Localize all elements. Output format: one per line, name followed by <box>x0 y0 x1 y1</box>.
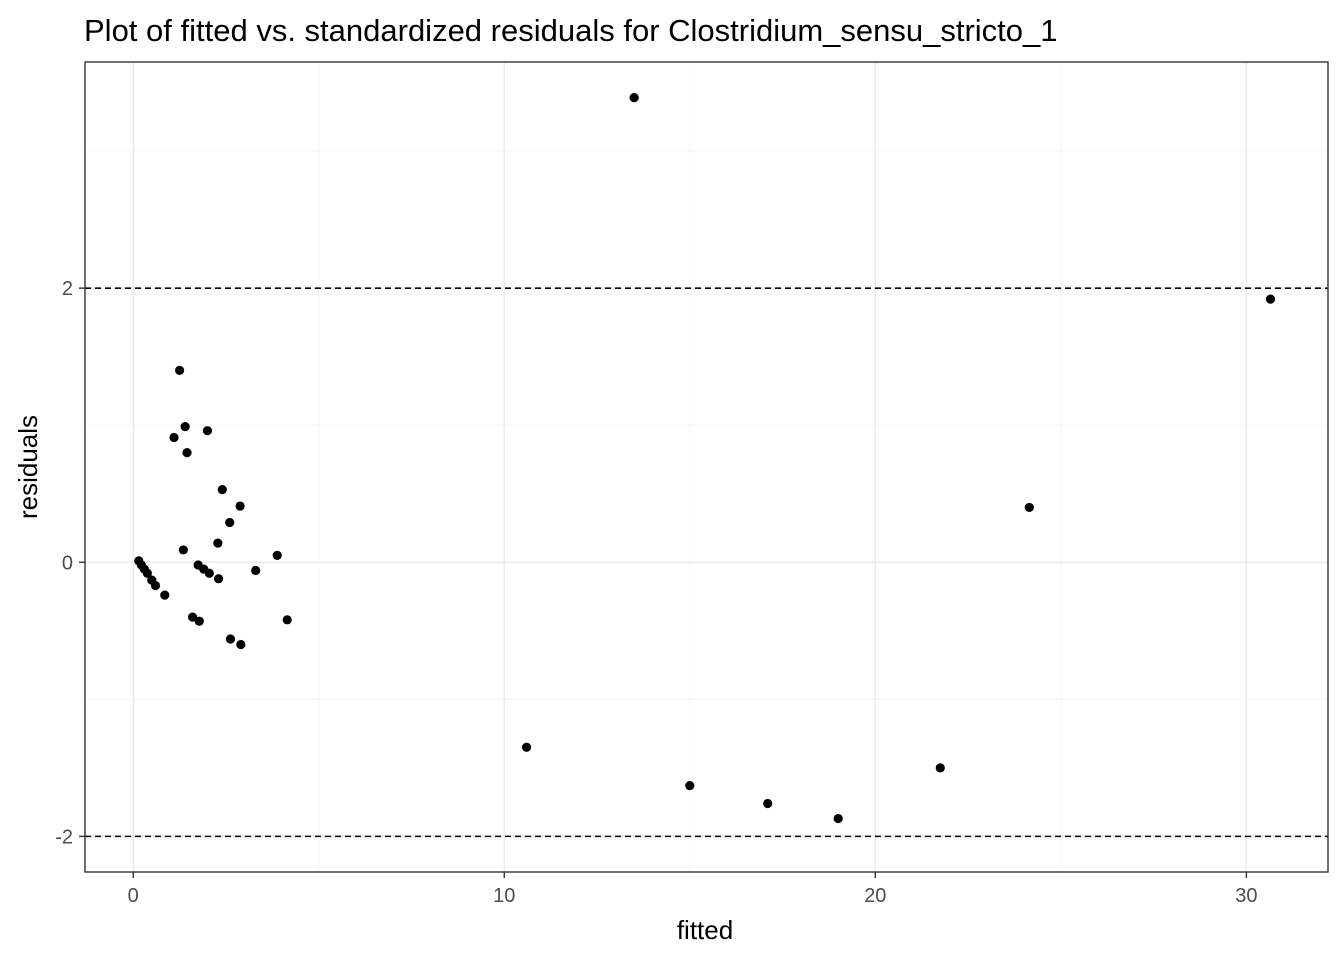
data-point <box>202 426 213 436</box>
data-point <box>629 93 639 103</box>
data-point <box>160 590 170 600</box>
data-point <box>150 580 161 591</box>
data-point <box>175 365 185 375</box>
reference-lines <box>85 287 1328 838</box>
data-point <box>225 634 236 644</box>
data-point <box>182 448 192 458</box>
data-point <box>142 568 152 578</box>
chart-title: Plot of fitted vs. standardized residual… <box>84 13 1058 48</box>
minor-gridlines <box>85 62 1328 872</box>
data-point <box>204 568 214 578</box>
y-axis-label: residuals <box>13 415 43 519</box>
data-point <box>188 612 198 622</box>
major-gridlines <box>85 62 1328 872</box>
data-point <box>225 517 235 528</box>
data-point <box>213 574 224 584</box>
data-point <box>235 501 245 511</box>
x-tick-label: 20 <box>864 885 886 907</box>
y-axis-ticks: -2 0 2 <box>55 278 85 848</box>
data-point <box>1024 502 1034 513</box>
x-tick-label: 30 <box>1235 885 1257 907</box>
data-point <box>194 616 204 626</box>
data-point <box>282 615 292 625</box>
data-point <box>685 781 695 791</box>
data-point <box>521 742 532 752</box>
data-point <box>213 538 223 548</box>
y-tick-label: 2 <box>62 278 73 300</box>
data-point <box>833 813 843 824</box>
x-tick-label: 10 <box>493 885 515 907</box>
data-point <box>236 639 246 650</box>
y-tick-label: 0 <box>62 552 73 574</box>
data-point <box>169 432 179 443</box>
data-points <box>134 93 1276 824</box>
data-point <box>180 421 190 432</box>
data-point <box>935 763 945 773</box>
x-axis-ticks: 0 10 20 30 <box>128 872 1257 907</box>
x-axis-label: fitted <box>677 915 733 945</box>
x-tick-label: 0 <box>128 885 139 907</box>
panel-border <box>84 61 1329 873</box>
data-point <box>251 565 261 576</box>
data-point <box>763 798 773 809</box>
data-point <box>178 545 188 555</box>
y-tick-label: -2 <box>55 826 73 848</box>
data-point <box>217 485 227 495</box>
data-point <box>272 550 282 561</box>
data-point <box>1265 294 1276 304</box>
